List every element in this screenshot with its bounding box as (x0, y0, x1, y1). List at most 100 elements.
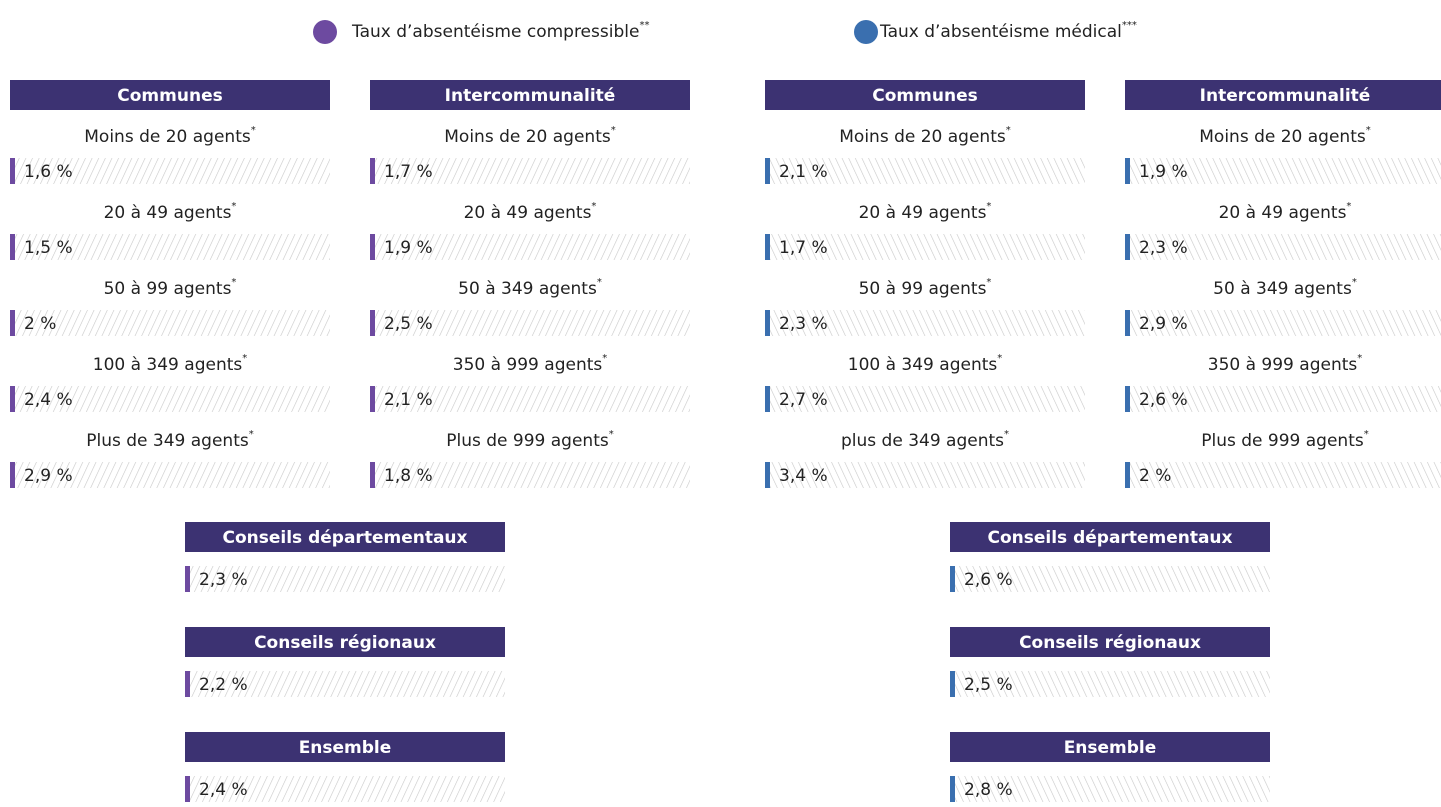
label-text: 20 à 49 agents (859, 203, 987, 223)
bar (765, 462, 770, 488)
label-text: 100 à 349 agents (848, 355, 998, 375)
bar-background (1125, 158, 1441, 184)
bar-background (950, 671, 1270, 697)
label-text: plus de 349 agents (841, 431, 1004, 451)
header-bar (370, 80, 690, 110)
header-bar (950, 522, 1270, 552)
label-text: 350 à 999 agents (1208, 355, 1358, 375)
label-text: Plus de 349 agents (86, 431, 249, 451)
legend-dot (854, 20, 878, 44)
label: 50 à 349 agents* (458, 277, 602, 299)
value-label: 2,9 % (1139, 314, 1188, 334)
header-bar (765, 80, 1085, 110)
value-label: 2,1 % (384, 390, 433, 410)
bar (1125, 462, 1130, 488)
bar (185, 776, 190, 802)
value-label: 1,9 % (384, 238, 433, 258)
footnote-mark: * (591, 201, 596, 212)
header-bar (185, 522, 505, 552)
label-text: Taux d’absentéisme médical (879, 22, 1122, 42)
bar-background (10, 234, 330, 260)
footnote-mark: * (1357, 353, 1362, 364)
bar-background (370, 386, 690, 412)
bar-background (1125, 462, 1441, 488)
bar (1125, 386, 1130, 412)
footnote-mark: * (1364, 429, 1369, 440)
value-label: 2,5 % (384, 314, 433, 334)
bar-background (185, 566, 505, 592)
bar-background (10, 386, 330, 412)
header-title: Ensemble (299, 738, 392, 758)
label: 20 à 49 agents* (859, 201, 992, 223)
bar (765, 234, 770, 260)
value-label: 2,3 % (1139, 238, 1188, 258)
value-label: 2,6 % (964, 570, 1013, 590)
bar (950, 671, 955, 697)
bar-background (950, 776, 1270, 802)
label-text: 20 à 49 agents (464, 203, 592, 223)
bar (185, 671, 190, 697)
value-label: 2,9 % (24, 466, 73, 486)
bar-background (370, 158, 690, 184)
label: Taux d’absentéisme médical*** (879, 20, 1137, 42)
header-bar (185, 627, 505, 657)
bar (10, 234, 15, 260)
value-label: 2,1 % (779, 162, 828, 182)
bar-background (1125, 310, 1441, 336)
footnote-mark: * (1006, 125, 1011, 136)
value-label: 2,3 % (199, 570, 248, 590)
footnote-mark: * (986, 201, 991, 212)
bar (765, 158, 770, 184)
bar-background (1125, 386, 1441, 412)
value-label: 1,7 % (779, 238, 828, 258)
bar-background (765, 158, 1085, 184)
header-bar (1125, 80, 1441, 110)
bar-background (185, 671, 505, 697)
footnote-mark: * (1004, 429, 1009, 440)
label-text: 350 à 999 agents (453, 355, 603, 375)
value-label: 2,5 % (964, 675, 1013, 695)
bar (765, 310, 770, 336)
label: 100 à 349 agents* (93, 353, 248, 375)
bar-background (370, 310, 690, 336)
bar-background (1125, 234, 1441, 260)
bar (370, 386, 375, 412)
footnote-mark: ** (639, 20, 649, 31)
header-bar (185, 732, 505, 762)
bar-background (765, 310, 1085, 336)
label-text: 50 à 349 agents (1213, 279, 1352, 299)
header-title: Intercommunalité (1200, 86, 1371, 106)
label: 50 à 349 agents* (1213, 277, 1357, 299)
value-label: 2,3 % (779, 314, 828, 334)
value-label: 2,4 % (24, 390, 73, 410)
value-label: 1,8 % (384, 466, 433, 486)
label-text: Moins de 20 agents (839, 127, 1006, 147)
label: Moins de 20 agents* (1199, 125, 1370, 147)
header-title: Conseils départementaux (988, 528, 1233, 548)
label: Plus de 999 agents* (446, 429, 613, 451)
bar (950, 776, 955, 802)
header-bar (950, 627, 1270, 657)
label-text: Taux d’absentéisme compressible (351, 22, 639, 42)
footnote-mark: * (597, 277, 602, 288)
header-title: Communes (117, 86, 222, 106)
bar (370, 158, 375, 184)
bar-background (370, 462, 690, 488)
footnote-mark: * (997, 353, 1002, 364)
header-title: Communes (872, 86, 977, 106)
label-text: 50 à 349 agents (458, 279, 597, 299)
bar (10, 310, 15, 336)
value-label: 1,7 % (384, 162, 433, 182)
label-text: 20 à 49 agents (1219, 203, 1347, 223)
label-text: 20 à 49 agents (104, 203, 232, 223)
bar (1125, 234, 1130, 260)
value-label: 1,5 % (24, 238, 73, 258)
footnote-mark: * (609, 429, 614, 440)
footnote-mark: * (1352, 277, 1357, 288)
footnote-mark: * (602, 353, 607, 364)
value-label: 2,6 % (1139, 390, 1188, 410)
label-text: Plus de 999 agents (1201, 431, 1364, 451)
header-title: Ensemble (1064, 738, 1157, 758)
value-label: 1,9 % (1139, 162, 1188, 182)
